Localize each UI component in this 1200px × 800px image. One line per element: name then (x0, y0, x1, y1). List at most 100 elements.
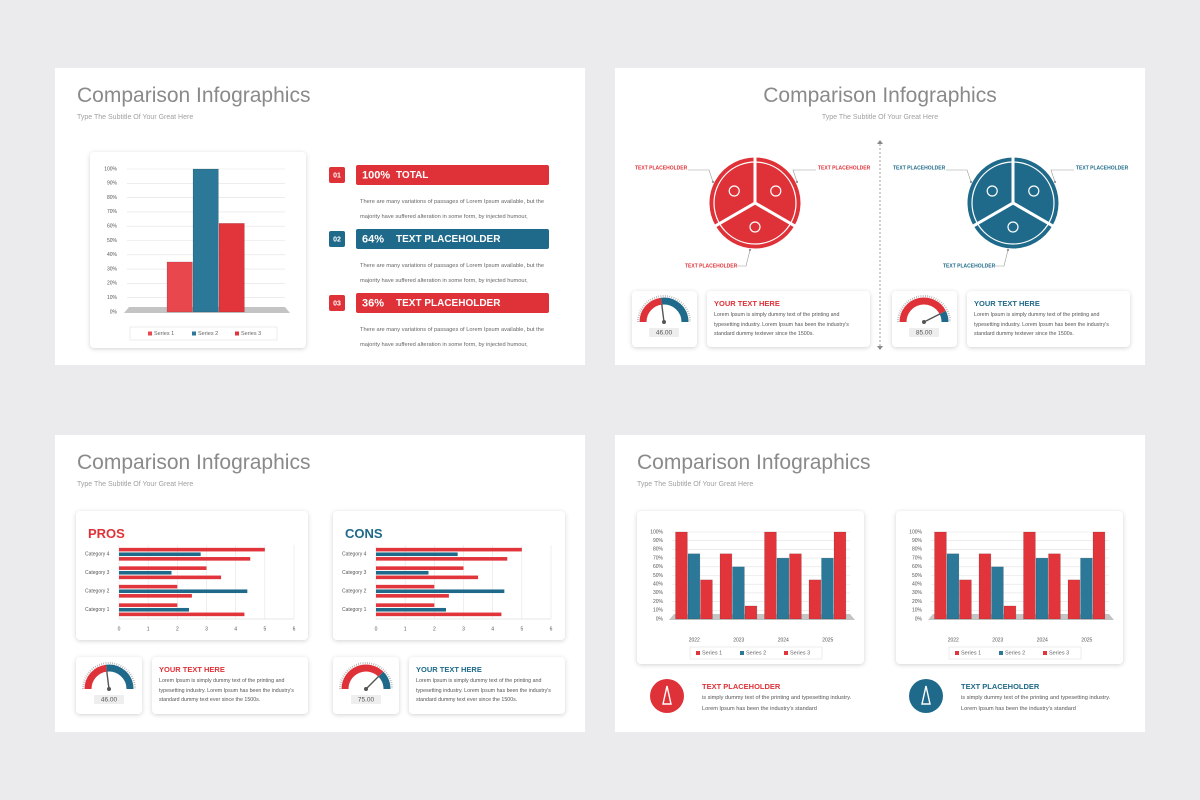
legend-label: Series 1 (154, 331, 174, 337)
bar (687, 553, 701, 620)
bar (192, 168, 219, 313)
diagram-icon (728, 185, 740, 197)
x-tick-label: 2 (433, 626, 436, 632)
bar (1048, 553, 1061, 620)
x-tick-label: 2024 (778, 637, 789, 643)
y-tick-label: 0% (110, 309, 118, 315)
item-number: 02 (333, 236, 341, 243)
slide-title: Comparison Infographics (77, 84, 311, 107)
gauge-needle (661, 304, 665, 323)
category-label: Category 3 (342, 570, 367, 576)
item-glyph (921, 685, 931, 705)
bar (1067, 579, 1081, 620)
divider-end (877, 140, 883, 144)
legend-label: Series 2 (198, 331, 218, 337)
bar (119, 566, 207, 570)
y-tick-label: 80% (653, 547, 664, 553)
y-tick-label: 10% (653, 608, 664, 614)
gauge-hub (364, 687, 368, 691)
bar (991, 566, 1004, 620)
text-card (967, 291, 1130, 347)
legend-label: Series 3 (790, 650, 810, 656)
bar (166, 261, 193, 313)
bar (946, 553, 960, 620)
bar (376, 607, 446, 612)
y-tick-label: 60% (912, 564, 923, 570)
y-tick-label: 20% (912, 599, 923, 605)
y-tick-label: 40% (107, 252, 118, 258)
slide-subtitle: Type The Subtitle Of Your Great Here (77, 481, 194, 488)
bar (119, 557, 251, 561)
y-tick-label: 90% (912, 538, 923, 544)
category-label: Category 4 (85, 552, 110, 558)
legend-swatch (696, 651, 700, 655)
y-tick-label: 80% (107, 195, 118, 201)
bar (732, 566, 745, 620)
text-card (152, 657, 308, 714)
slide-subtitle: Type The Subtitle Of Your Great Here (821, 114, 939, 121)
panel-heading: YOUR TEXT HERE (416, 665, 482, 674)
connector (737, 249, 751, 267)
slide-subtitle: Type The Subtitle Of Your Great Here (637, 481, 754, 488)
x-tick-label: 4 (491, 626, 494, 632)
item-text: is simply dummy text of the printing and… (702, 695, 852, 712)
gauge-value (899, 297, 946, 323)
x-tick-label: 2024 (1037, 637, 1048, 643)
y-tick-label: 20% (653, 599, 664, 605)
y-tick-label: 40% (912, 582, 923, 588)
text-card (409, 657, 565, 714)
y-tick-label: 70% (912, 555, 923, 561)
diagram-label: TEXT PLACEHOLDER (1076, 165, 1129, 171)
diagram-icon (1007, 221, 1019, 233)
x-tick-label: 0 (118, 626, 121, 632)
legend-swatch (235, 331, 239, 336)
legend-box (689, 646, 823, 660)
chart-card (333, 511, 565, 640)
legend-swatch (192, 331, 196, 336)
bar (376, 547, 522, 552)
connector (688, 169, 714, 183)
bar (959, 579, 972, 620)
gauge-needle (106, 671, 110, 690)
connector-dot (1006, 248, 1010, 252)
connector (792, 169, 816, 183)
connector-dot (748, 248, 752, 252)
diagram-icon (986, 185, 998, 197)
y-tick-label: 30% (107, 266, 118, 272)
gauge-value (341, 664, 384, 690)
bar (119, 584, 178, 589)
bar (1035, 557, 1049, 620)
panel-text: Lorem Ipsum is simply dummy text of the … (714, 312, 849, 337)
item-heading: TEXT PLACEHOLDER (702, 682, 781, 691)
x-tick-label: 0 (375, 626, 378, 632)
y-tick-label: 10% (912, 608, 923, 614)
bar (764, 531, 777, 620)
bar (376, 594, 449, 598)
category-label: Category 2 (85, 589, 110, 595)
gauge-value-label: 75.00 (358, 697, 375, 704)
y-tick-label: 60% (653, 564, 664, 570)
legend-box (948, 646, 1082, 660)
bar (789, 553, 802, 620)
y-tick-label: 50% (653, 573, 664, 579)
x-tick-label: 2022 (948, 637, 959, 643)
y-tick-label: 50% (912, 573, 923, 579)
panel-text: Lorem Ipsum is simply dummy text of the … (416, 678, 551, 703)
bar (744, 605, 758, 620)
gauge-hub (922, 320, 926, 324)
bar (1080, 557, 1093, 620)
bar (719, 553, 733, 620)
x-tick-label: 3 (462, 626, 465, 632)
gauge-value-box (649, 328, 679, 337)
bar (833, 531, 847, 620)
item-icon (909, 679, 943, 713)
x-tick-label: 3 (205, 626, 208, 632)
bar (821, 557, 834, 620)
diagram-label: TEXT PLACEHOLDER (943, 263, 996, 269)
legend-label: Series 2 (746, 650, 766, 656)
y-tick-label: 70% (653, 555, 664, 561)
gauge-value-label: 46.00 (656, 330, 673, 337)
item-label: TOTAL (396, 170, 428, 181)
